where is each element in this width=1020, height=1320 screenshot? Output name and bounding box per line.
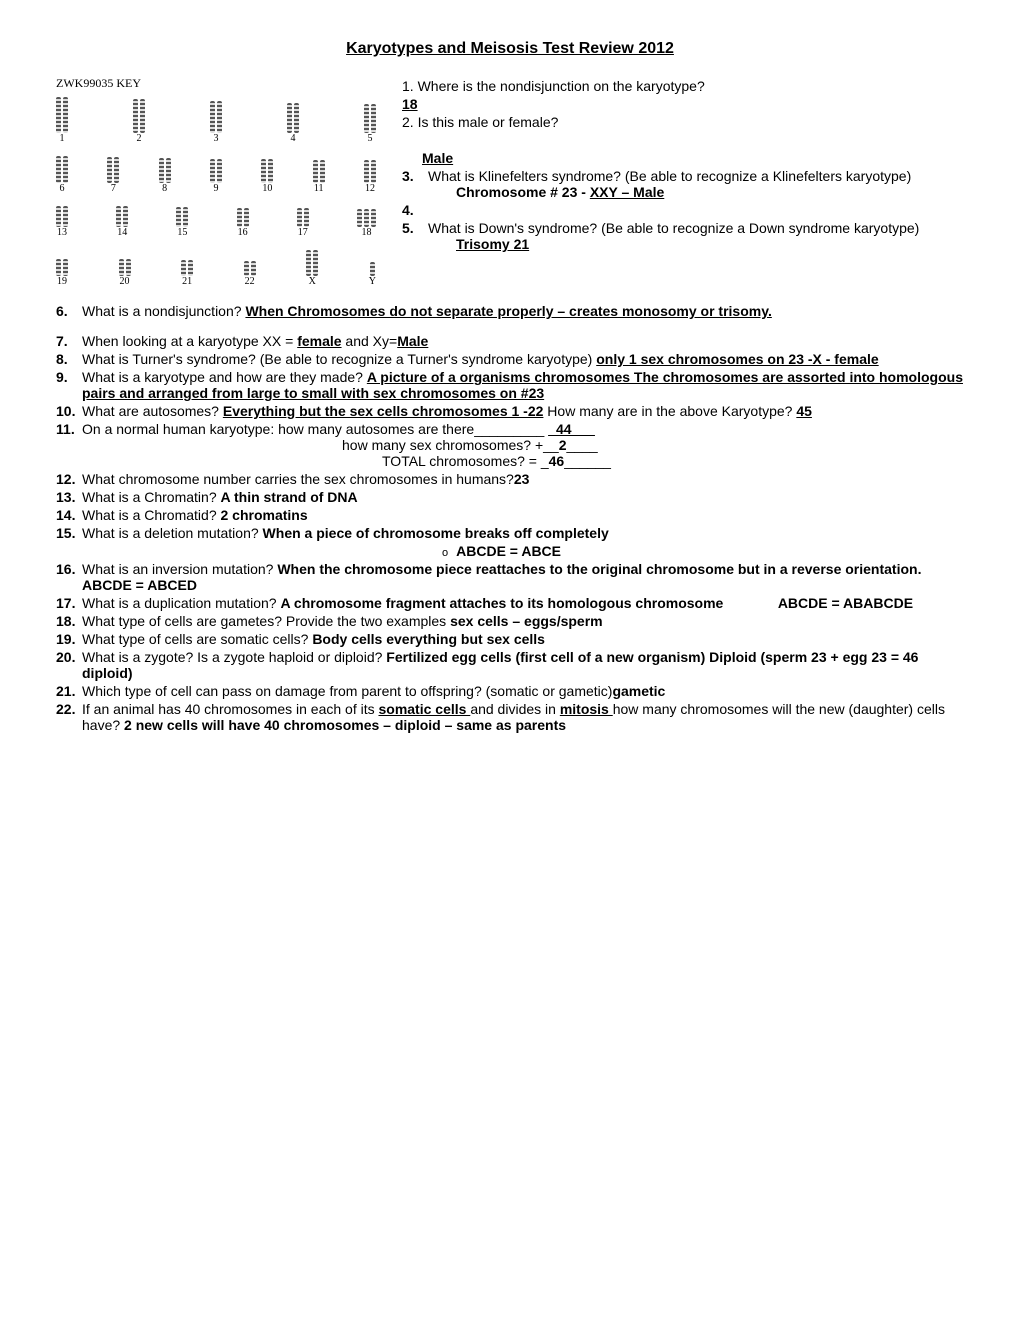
question-5: What is Down's syndrome? (Be able to rec… [428, 220, 964, 252]
question-13: What is a Chromatin? A thin strand of DN… [82, 489, 964, 505]
answer-11b: 2 [559, 437, 567, 453]
q17-text: What is a duplication mutation? [82, 595, 280, 611]
answer-8: only 1 sex chromosomes on 23 -X - female [596, 351, 878, 367]
answer-15: When a piece of chromosome breaks off co… [263, 525, 609, 541]
question-20: What is a zygote? Is a zygote haploid or… [82, 649, 964, 681]
question-12: What chromosome number carries the sex c… [82, 471, 964, 487]
question-9: What is a karyotype and how are they mad… [82, 369, 964, 401]
a3-prefix: Chromosome # 23 - [456, 184, 590, 200]
question-16: What is an inversion mutation? When the … [82, 561, 964, 593]
q8-text: What is Turner's syndrome? (Be able to r… [82, 351, 596, 367]
q13-text: What is a Chromatin? [82, 489, 221, 505]
question-7: When looking at a karyotype XX = female … [82, 333, 964, 349]
a15-sub-text: ABCDE = ABCE [456, 543, 561, 559]
question-list: What is a nondisjunction? When Chromosom… [56, 303, 964, 733]
answer-19: Body cells everything but sex cells [312, 631, 545, 647]
answer-22: 2 new cells will have 40 chromosomes – d… [124, 717, 566, 733]
question-2: 2. Is this male or female? [402, 114, 964, 130]
q3-text: What is Klinefelters syndrome? (Be able … [428, 168, 911, 184]
page-title: Karyotypes and Meisosis Test Review 2012 [56, 40, 964, 58]
answer-10a: Everything but the sex cells chromosomes… [223, 403, 544, 419]
q7-mid: and Xy= [342, 333, 398, 349]
question-14: What is a Chromatid? 2 chromatins [82, 507, 964, 523]
q16-text: What is an inversion mutation? [82, 561, 277, 577]
answer-15-sub: oABCDE = ABCE [442, 543, 964, 559]
q10-text: What are autosomes? [82, 403, 223, 419]
q9-text: What is a karyotype and how are they mad… [82, 369, 367, 385]
q11-l2-pre: how many sex chromosomes? +__ [342, 437, 559, 453]
question-4-empty [428, 202, 964, 218]
q18-text: What type of cells are gametes? Provide … [82, 613, 450, 629]
question-3: What is Klinefelters syndrome? (Be able … [428, 168, 964, 200]
answer-21: gametic [612, 683, 665, 699]
question-21: Which type of cell can pass on damage fr… [82, 683, 964, 699]
q11-text: On a normal human karyotype: how many au… [82, 421, 548, 437]
q22-somatic: somatic cells [378, 701, 470, 717]
q22-mid: and divides in [470, 701, 560, 717]
answer-5: Trisomy 21 [456, 236, 529, 252]
q19-text: What type of cells are somatic cells? [82, 631, 312, 647]
question-10: What are autosomes? Everything but the s… [82, 403, 964, 419]
answer-7f: female [297, 333, 341, 349]
answer-10b: 45 [796, 403, 812, 419]
top-questions: 1. Where is the nondisjunction on the ka… [402, 76, 964, 299]
q20-text: What is a zygote? Is a zygote haploid or… [82, 649, 386, 665]
answer-14: 2 chromatins [221, 507, 308, 523]
q5-text: What is Down's syndrome? (Be able to rec… [428, 220, 919, 236]
question-18: What type of cells are gametes? Provide … [82, 613, 964, 629]
q7-pre: When looking at a karyotype XX = [82, 333, 297, 349]
question-8: What is Turner's syndrome? (Be able to r… [82, 351, 964, 367]
answer-11c: 46 [549, 453, 565, 469]
q11-l2-post: ____ [567, 437, 598, 453]
q11-l3-post: ______ [564, 453, 611, 469]
q12-text: What chromosome number carries the sex c… [82, 471, 514, 487]
karyotype-label: ZWK99035 KEY [56, 76, 376, 91]
q14-text: What is a Chromatid? [82, 507, 221, 523]
answer-1: 18 [402, 96, 418, 112]
question-11: On a normal human karyotype: how many au… [82, 421, 964, 469]
answer-2: Male [422, 150, 453, 166]
q10-post: How many are in the above Karyotype? [543, 403, 796, 419]
answer-12: 23 [514, 471, 530, 487]
answer-18: sex cells – eggs/sperm [450, 613, 603, 629]
q15-text: What is a deletion mutation? [82, 525, 263, 541]
q22-mitosis: mitosis [560, 701, 613, 717]
top-section: ZWK99035 KEY 123456789101112131415161718… [56, 76, 964, 299]
question-17: What is a duplication mutation? A chromo… [82, 595, 964, 611]
answer-3: XXY – Male [590, 184, 664, 200]
karyotype-image: ZWK99035 KEY 123456789101112131415161718… [56, 76, 376, 299]
answer-17a: A chromosome fragment attaches to its ho… [280, 595, 723, 611]
answer-7m: Male [397, 333, 428, 349]
answer-11a: _44___ [548, 421, 595, 437]
q21-text: Which type of cell can pass on damage fr… [82, 683, 612, 699]
q11-l3-pre: TOTAL chromosomes? = _ [382, 453, 549, 469]
question-15: What is a deletion mutation? When a piec… [82, 525, 964, 559]
question-19: What type of cells are somatic cells? Bo… [82, 631, 964, 647]
question-6: What is a nondisjunction? When Chromosom… [82, 303, 964, 319]
q6-text: What is a nondisjunction? [82, 303, 245, 319]
question-1: 1. Where is the nondisjunction on the ka… [402, 78, 964, 94]
answer-13: A thin strand of DNA [221, 489, 358, 505]
answer-6: When Chromosomes do not separate properl… [245, 303, 771, 319]
q22-pre: If an animal has 40 chromosomes in each … [82, 701, 378, 717]
question-22: If an animal has 40 chromosomes in each … [82, 701, 964, 733]
answer-17b: ABCDE = ABABCDE [778, 595, 913, 611]
